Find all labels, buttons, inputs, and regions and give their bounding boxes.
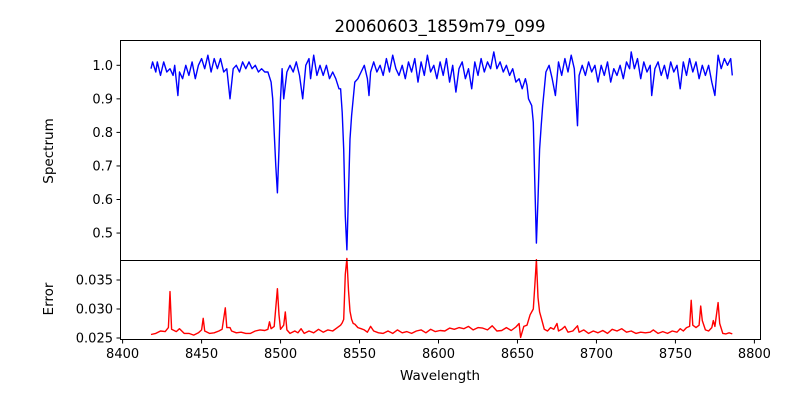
y-tick-label-spectrum: 0.7 xyxy=(92,159,113,174)
x-tick-label: 8500 xyxy=(264,347,297,362)
x-tick-label: 8600 xyxy=(422,347,455,362)
y-axis-label-error: Error xyxy=(41,282,57,315)
error-axes-frame xyxy=(120,260,761,340)
y-tick-label-spectrum: 0.6 xyxy=(92,193,113,208)
y-tick-label-spectrum: 0.8 xyxy=(92,126,113,141)
x-tick-label: 8700 xyxy=(580,347,613,362)
x-tick-label: 8800 xyxy=(738,347,771,362)
x-tick-label: 8650 xyxy=(501,347,534,362)
y-tick-label-error: 0.025 xyxy=(76,332,113,347)
x-tick-label: 8400 xyxy=(106,347,139,362)
x-tick-label: 8550 xyxy=(343,347,376,362)
y-tick-label-spectrum: 0.9 xyxy=(92,92,113,107)
x-tick-label: 8750 xyxy=(659,347,692,362)
y-tick-label-error: 0.030 xyxy=(76,303,113,318)
y-tick-label-spectrum: 1.0 xyxy=(92,59,113,74)
y-tick-label-error: 0.035 xyxy=(76,274,113,289)
spectrum-line xyxy=(150,51,733,251)
y-tick-label-spectrum: 0.5 xyxy=(92,227,113,242)
y-axis-label-spectrum: Spectrum xyxy=(41,118,57,183)
x-axis-label: Wavelength xyxy=(400,368,480,384)
x-tick-label: 8450 xyxy=(185,347,218,362)
error-line xyxy=(150,257,733,339)
chart-title: 20060603_1859m79_099 xyxy=(334,17,545,37)
